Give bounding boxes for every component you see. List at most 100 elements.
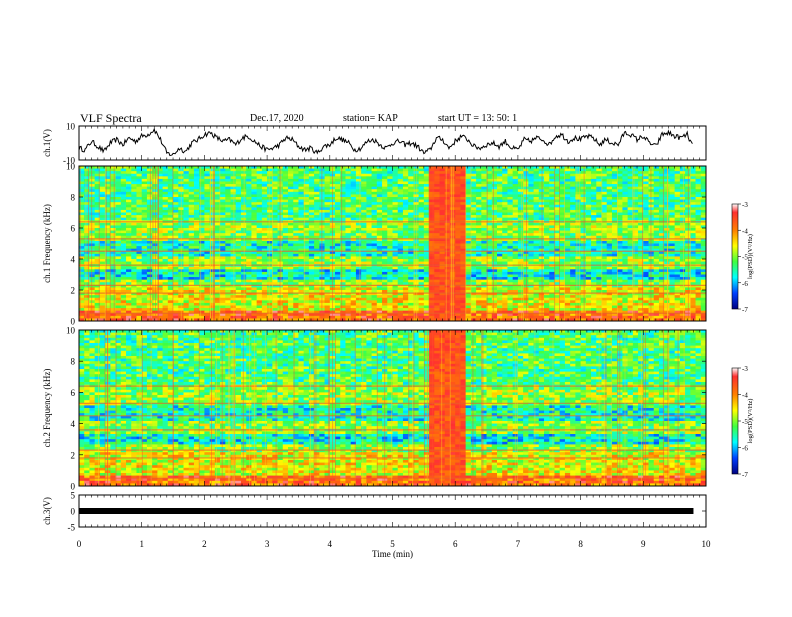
spectrogram-cell	[382, 171, 388, 174]
spectrogram-cell	[497, 187, 503, 190]
spectrogram-cell	[340, 241, 346, 244]
spectrogram-cell	[607, 210, 613, 213]
spectrogram-cell	[602, 244, 608, 247]
spectrogram-cell	[565, 187, 571, 190]
spectrogram-cell	[408, 197, 414, 200]
spectrogram-cell	[335, 246, 341, 249]
spectrogram-cell	[481, 200, 487, 203]
spectrogram-cell	[685, 236, 691, 239]
spectrogram-cell	[110, 241, 116, 244]
spectrogram-cell	[669, 189, 675, 192]
spectrogram-cell	[440, 194, 446, 197]
spectrogram-cell	[523, 241, 529, 244]
spectrogram-cell	[173, 176, 179, 179]
spectrogram-cell	[79, 236, 85, 239]
spectrogram-cell	[523, 171, 529, 174]
spectrogram-cell	[283, 241, 289, 244]
spectrogram-cell	[366, 215, 372, 218]
spectrogram-cell	[586, 176, 592, 179]
spectrogram-cell	[434, 202, 440, 205]
spectrogram-cell	[231, 187, 237, 190]
spectrogram-cell	[356, 254, 362, 257]
spectrogram-cell	[434, 207, 440, 210]
spectrogram-cell	[335, 267, 341, 270]
spectrogram-cell	[142, 194, 148, 197]
spectrogram-cell	[246, 244, 252, 247]
spectrogram-cell	[220, 200, 226, 203]
spectrogram-cell	[507, 246, 513, 249]
spectrogram-cell	[664, 197, 670, 200]
spectrogram-cell	[272, 233, 278, 236]
spectrogram-cell	[518, 256, 524, 259]
spectrogram-cell	[246, 202, 252, 205]
spectrogram-cell	[168, 179, 174, 182]
spectrogram-cell	[372, 215, 378, 218]
spectrogram-cell	[79, 174, 85, 177]
spectrogram-cell	[497, 223, 503, 226]
spectrogram-cell	[184, 233, 190, 236]
spectrogram-cell	[361, 197, 367, 200]
spectrogram-cell	[476, 192, 482, 195]
spectrogram-cell	[570, 225, 576, 228]
spectrogram-cell	[664, 223, 670, 226]
spectrogram-cell	[502, 176, 508, 179]
spectrogram-cell	[194, 194, 200, 197]
spectrogram-cell	[669, 223, 675, 226]
spectrogram-cell	[220, 202, 226, 205]
spectrogram-cell	[335, 184, 341, 187]
spectrogram-cell	[116, 200, 122, 203]
spectrogram-cell	[335, 215, 341, 218]
spectrogram-cell	[79, 241, 85, 244]
spectrogram-cell	[440, 179, 446, 182]
spectrogram-cell	[680, 262, 686, 265]
spectrogram-cell	[502, 259, 508, 262]
spectrogram-cell	[241, 194, 247, 197]
spectrogram-cell	[581, 189, 587, 192]
spectrogram-cell	[199, 218, 205, 221]
spectrogram-cell	[523, 244, 529, 247]
spectrogram-cell	[460, 233, 466, 236]
spectrogram-cell	[502, 187, 508, 190]
spectrogram-cell	[267, 179, 273, 182]
spectrogram-cell	[288, 192, 294, 195]
spectrogram-cell	[366, 205, 372, 208]
spectrogram-cell	[116, 236, 122, 239]
spectrogram-cell	[184, 262, 190, 265]
spectrogram-cell	[513, 179, 519, 182]
spectrogram-cell	[643, 194, 649, 197]
spectrogram-cell	[466, 267, 472, 270]
spectrogram-cell	[534, 225, 540, 228]
spectrogram-cell	[696, 187, 702, 190]
spectrogram-cell	[189, 205, 195, 208]
spectrogram-cell	[251, 176, 257, 179]
spectrogram-cell	[236, 246, 242, 249]
spectrogram-cell	[497, 207, 503, 210]
spectrogram-cell	[356, 176, 362, 179]
spectrogram-cell	[251, 244, 257, 247]
spectrogram-cell	[147, 176, 153, 179]
spectrogram-cell	[481, 225, 487, 228]
spectrogram-cell	[121, 169, 127, 172]
spectrogram-cell	[696, 215, 702, 218]
spectrogram-cell	[612, 225, 618, 228]
spectrogram-cell	[231, 236, 237, 239]
spectrogram-cell	[408, 202, 414, 205]
spectrogram-cell	[225, 223, 231, 226]
spectrogram-cell	[466, 228, 472, 231]
spectrogram-cell	[549, 213, 555, 216]
spectrogram-cell	[528, 184, 534, 187]
spectrogram-cell	[194, 254, 200, 257]
spectrogram-cell	[126, 262, 132, 265]
spectrogram-cell	[84, 213, 90, 216]
spectrogram-cell	[189, 236, 195, 239]
spectrogram-cell	[492, 225, 498, 228]
spectrogram-cell	[596, 176, 602, 179]
spectrogram-cell	[377, 244, 383, 247]
spectrogram-cell	[351, 200, 357, 203]
spectrogram-cell	[236, 225, 242, 228]
spectrogram-cell	[622, 197, 628, 200]
spectrogram-cell	[581, 197, 587, 200]
spectrogram-cell	[116, 228, 122, 231]
spectrogram-cell	[570, 200, 576, 203]
spectrogram-cell	[262, 256, 268, 259]
